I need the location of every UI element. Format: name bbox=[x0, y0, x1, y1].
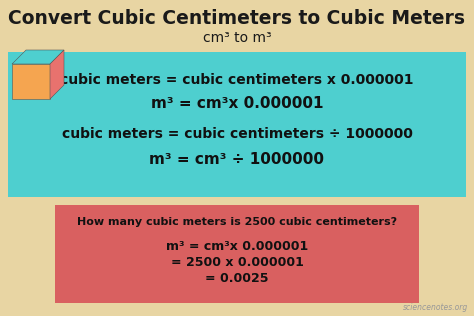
Text: = 0.0025: = 0.0025 bbox=[205, 272, 269, 285]
Text: How many cubic meters is 2500 cubic centimeters?: How many cubic meters is 2500 cubic cent… bbox=[77, 217, 397, 227]
Text: = 2500 x 0.000001: = 2500 x 0.000001 bbox=[171, 257, 303, 270]
Polygon shape bbox=[50, 50, 64, 99]
Text: cubic meters = cubic centimeters x 0.000001: cubic meters = cubic centimeters x 0.000… bbox=[60, 73, 414, 87]
Text: Convert Cubic Centimeters to Cubic Meters: Convert Cubic Centimeters to Cubic Meter… bbox=[9, 9, 465, 27]
FancyBboxPatch shape bbox=[55, 205, 419, 303]
Polygon shape bbox=[12, 64, 50, 99]
Text: m³ = cm³ ÷ 1000000: m³ = cm³ ÷ 1000000 bbox=[149, 151, 325, 167]
Text: sciencenotes.org: sciencenotes.org bbox=[403, 303, 468, 312]
Text: cm³ to m³: cm³ to m³ bbox=[203, 31, 271, 45]
FancyBboxPatch shape bbox=[8, 52, 466, 197]
Text: m³ = cm³x 0.000001: m³ = cm³x 0.000001 bbox=[151, 96, 323, 112]
Text: m³ = cm³x 0.000001: m³ = cm³x 0.000001 bbox=[166, 240, 308, 253]
Text: cubic meters = cubic centimeters ÷ 1000000: cubic meters = cubic centimeters ÷ 10000… bbox=[62, 127, 412, 141]
Polygon shape bbox=[12, 50, 64, 64]
